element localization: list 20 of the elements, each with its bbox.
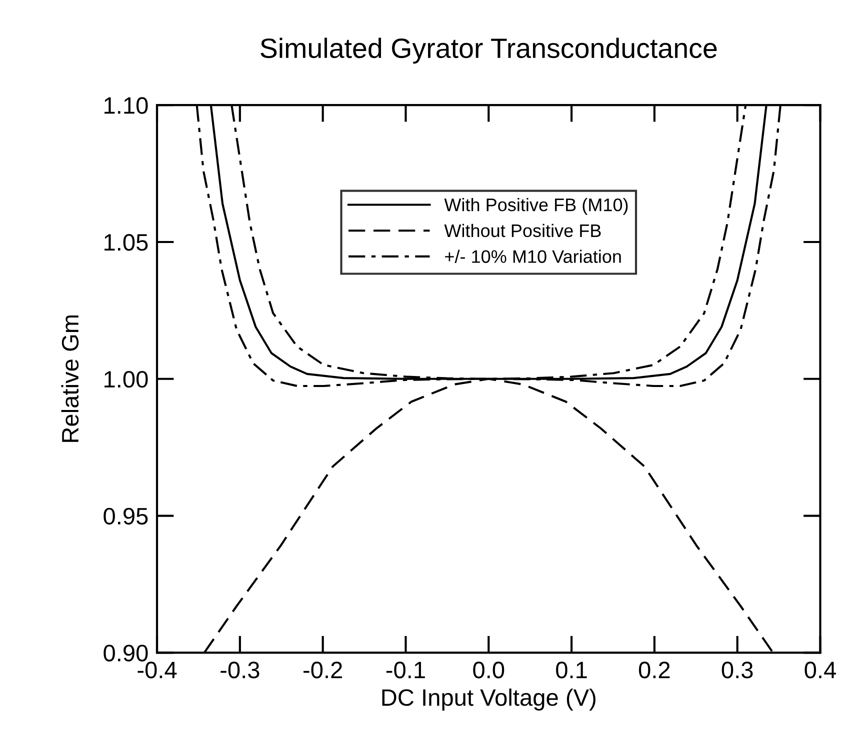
x-tick-label: -0.2 — [304, 662, 342, 678]
x-tick-label: 0.0 — [473, 662, 504, 678]
y-tick-label: 1.10 — [104, 97, 148, 114]
x-tick-label: 0.3 — [722, 662, 753, 678]
legend-label: Without Positive FB — [444, 224, 601, 238]
chart-title: Simulated Gyrator Transconductance — [260, 38, 717, 64]
x-tick-label: -0.1 — [386, 662, 425, 678]
x-tick-label: 0.4 — [804, 662, 836, 678]
legend-label: With Positive FB (M10) — [444, 198, 628, 215]
x-tick-label: -0.3 — [220, 662, 260, 678]
y-tick-label: 1.00 — [104, 370, 148, 388]
legend-label: +/- 10% M10 Variation — [445, 250, 621, 263]
x-tick-label: 0.2 — [638, 662, 670, 678]
y-tick-label: 0.95 — [104, 508, 148, 525]
y-tick-label: 0.90 — [104, 644, 148, 662]
x-axis-title: DC Input Voltage (V) — [382, 688, 596, 711]
y-tick-label: 1.05 — [104, 234, 148, 251]
y-axis-title: Relative Gm — [61, 315, 79, 442]
x-tick-label: -0.4 — [138, 662, 177, 678]
x-tick-label: 0.1 — [556, 662, 587, 678]
